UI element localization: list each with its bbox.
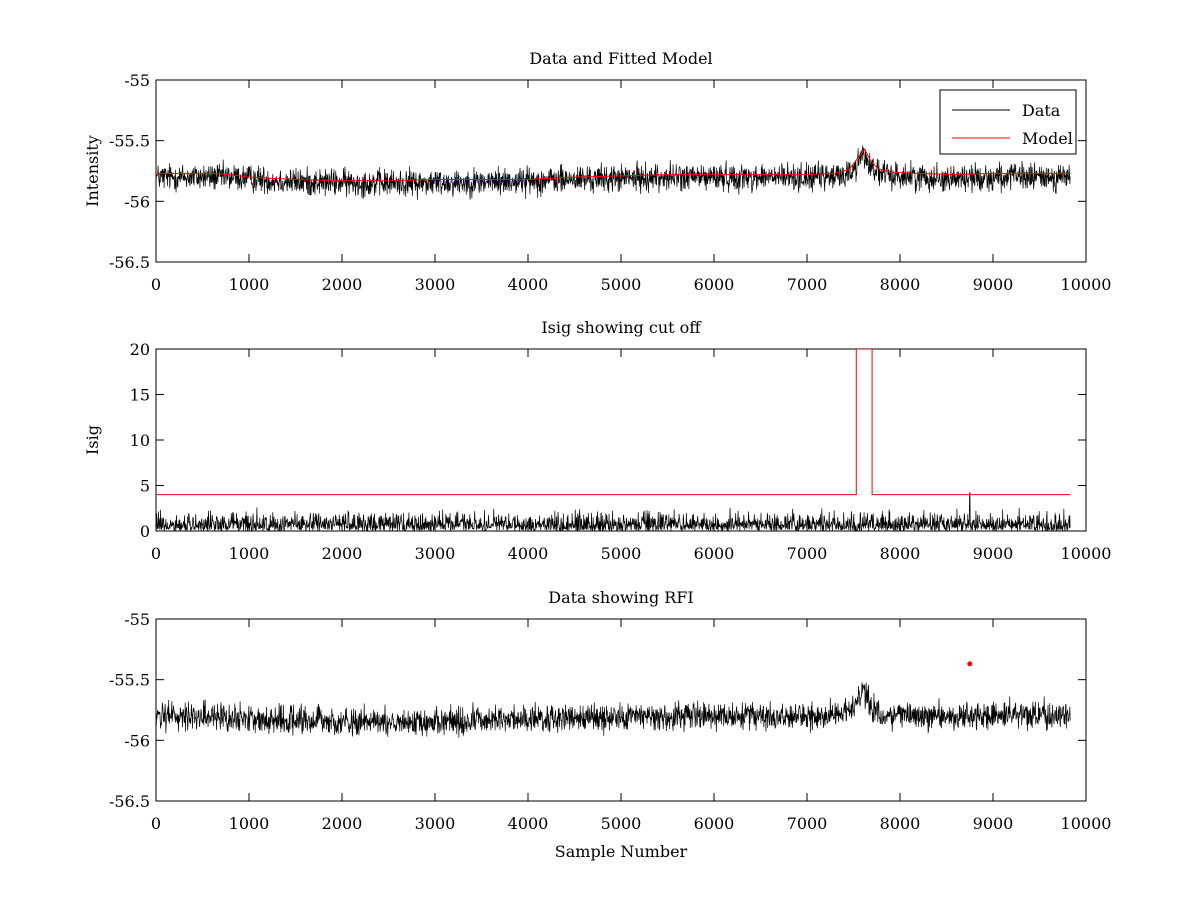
x-tick-label: 4000 [508, 814, 549, 833]
x-tick-label: 10000 [1061, 275, 1112, 294]
series-rfi-marker [967, 661, 973, 667]
x-tick-label: 7000 [787, 814, 828, 833]
chart-title: Data showing RFI [548, 588, 693, 607]
x-tick-label: 4000 [508, 275, 549, 294]
x-tick-label: 9000 [973, 814, 1014, 833]
x-tick-label: 1000 [229, 275, 270, 294]
y-tick-label: -55 [124, 71, 150, 90]
legend-label: Data [1022, 101, 1061, 120]
subplot-1: Data and Fitted Model Intensity 0 1000 2000 3… [83, 49, 1111, 294]
x-tick-label: 5000 [601, 814, 642, 833]
x-tick-label: 9000 [973, 275, 1014, 294]
x-tick-label: 2000 [322, 544, 363, 563]
y-tick-label: -55.5 [109, 132, 150, 151]
chart-title: Data and Fitted Model [529, 49, 712, 68]
x-tick-label: 5000 [601, 544, 642, 563]
legend-box [939, 89, 1077, 155]
series-data-line [156, 145, 1071, 200]
subplot-2: Isig showing cut off Isig 0 1000 2000 3000 400… [83, 318, 1111, 563]
x-tick-label: 7000 [787, 275, 828, 294]
y-tick-label: -55 [124, 610, 150, 629]
x-tick-label: 5000 [601, 275, 642, 294]
axes-box [155, 618, 1087, 802]
x-tick-label: 3000 [415, 814, 456, 833]
x-tick-label: 2000 [322, 814, 363, 833]
y-tick-label: 15 [130, 386, 150, 405]
y-tick-label: -56.5 [109, 792, 150, 811]
x-tick-label: 1000 [229, 814, 270, 833]
x-tick-label: 6000 [694, 544, 735, 563]
x-tick-label: 10000 [1061, 814, 1112, 833]
series-cut-off-line [156, 349, 1071, 496]
y-tick-label: 5 [140, 477, 150, 496]
x-tick-label: 4000 [508, 544, 549, 563]
series-isig-line [156, 492, 1071, 531]
plot-area [156, 349, 1071, 531]
subplot-3: Data showing RFI Sample Number 0 1000 2000 30… [109, 588, 1111, 861]
x-tick-label: 8000 [880, 544, 921, 563]
chart-title: Isig showing cut off [541, 318, 702, 337]
y-tick-label: -56 [124, 731, 150, 750]
x-tick-label: 6000 [694, 275, 735, 294]
plot-area [156, 145, 1071, 200]
x-axis-label: Sample Number [555, 842, 688, 861]
y-tick-label: 20 [130, 340, 150, 359]
y-tick-label: 10 [130, 431, 150, 450]
x-tick-label: 1000 [229, 544, 270, 563]
series-model-line [156, 148, 1071, 182]
y-tick-label: -56 [124, 192, 150, 211]
x-tick-label: 0 [151, 275, 161, 294]
x-tick-label: 8000 [880, 275, 921, 294]
x-tick-label: 2000 [322, 275, 363, 294]
y-tick-label: -55.5 [109, 671, 150, 690]
plot-area [156, 661, 1071, 738]
series-data-line [156, 682, 1071, 738]
x-tick-label: 0 [151, 814, 161, 833]
x-tick-label: 0 [151, 544, 161, 563]
x-tick-label: 9000 [973, 544, 1014, 563]
legend-label: Model [1022, 129, 1073, 148]
y-tick-label: -56.5 [109, 253, 150, 272]
x-tick-label: 10000 [1061, 544, 1112, 563]
x-tick-label: 3000 [415, 275, 456, 294]
x-tick-label: 6000 [694, 814, 735, 833]
x-tick-label: 7000 [787, 544, 828, 563]
y-tick-label: 0 [140, 522, 150, 541]
x-tick-label: 8000 [880, 814, 921, 833]
x-tick-label: 3000 [415, 544, 456, 563]
y-axis-label: Isig [83, 425, 102, 455]
axes-box [155, 348, 1087, 532]
legend: Data Model [939, 89, 1077, 155]
y-axis-label: Intensity [83, 135, 102, 207]
